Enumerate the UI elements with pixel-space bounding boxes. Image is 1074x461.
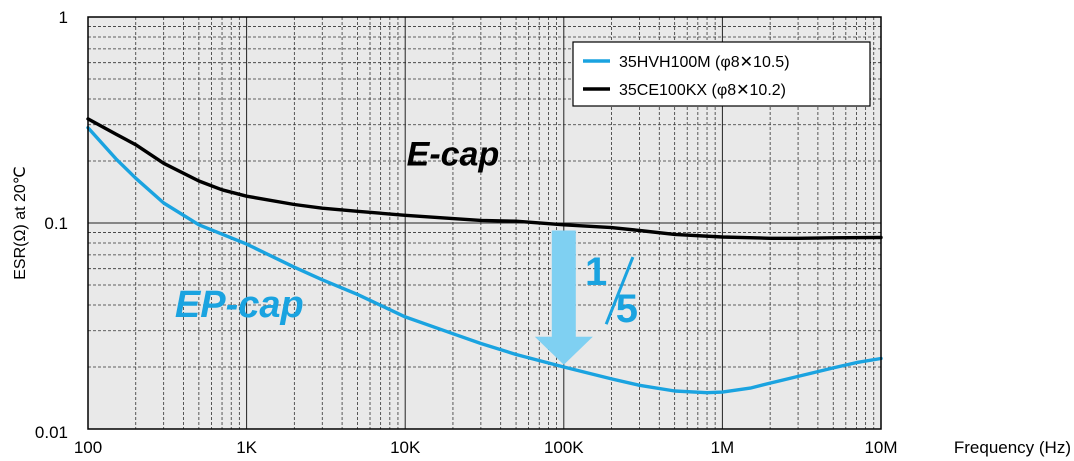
reduction-arrow-layer	[534, 230, 593, 365]
reduction-arrow	[534, 230, 593, 365]
legend-box	[572, 41, 871, 107]
x-tick-label: 1K	[236, 438, 257, 457]
y-tick-label: 1	[59, 8, 68, 27]
series-line-2	[86, 117, 883, 240]
major-grid	[88, 17, 881, 429]
x-tick-label: 100K	[544, 438, 584, 457]
x-tick-label: 100	[74, 438, 102, 457]
series-line-1	[86, 126, 883, 395]
x-tick-label: 1M	[711, 438, 735, 457]
x-tick-label: 10M	[864, 438, 897, 457]
fraction-slash	[604, 256, 635, 325]
x-tick-label: 10K	[390, 438, 421, 457]
x-tick-labels: 100 1K 10K 100K 1M 10M	[74, 438, 898, 457]
x-axis-label: Frequency (Hz)	[954, 438, 1071, 457]
y-tick-label: 0.1	[44, 214, 68, 233]
legend-label-1: 35HVH100M (φ8✕10.5)	[619, 54, 790, 71]
y-tick-label: 0.01	[35, 423, 68, 442]
series-layer	[86, 117, 883, 395]
ep-cap-label: EP-cap	[175, 284, 304, 326]
legend: 35HVH100M (φ8✕10.5) 35CE100KX (φ8✕10.2)	[572, 41, 871, 107]
y-tick-labels: 0.01 0.1 1	[35, 8, 68, 442]
fraction-denominator: 5	[616, 287, 638, 331]
y-axis-label: ESR(Ω) at 20℃	[12, 166, 29, 280]
fraction-numerator: 1	[585, 250, 607, 294]
annotations: E-cap EP-cap 15	[175, 136, 638, 332]
e-cap-label: E-cap	[407, 136, 500, 174]
plot-frame	[87, 16, 882, 430]
legend-label-2: 35CE100KX (φ8✕10.2)	[619, 82, 786, 99]
